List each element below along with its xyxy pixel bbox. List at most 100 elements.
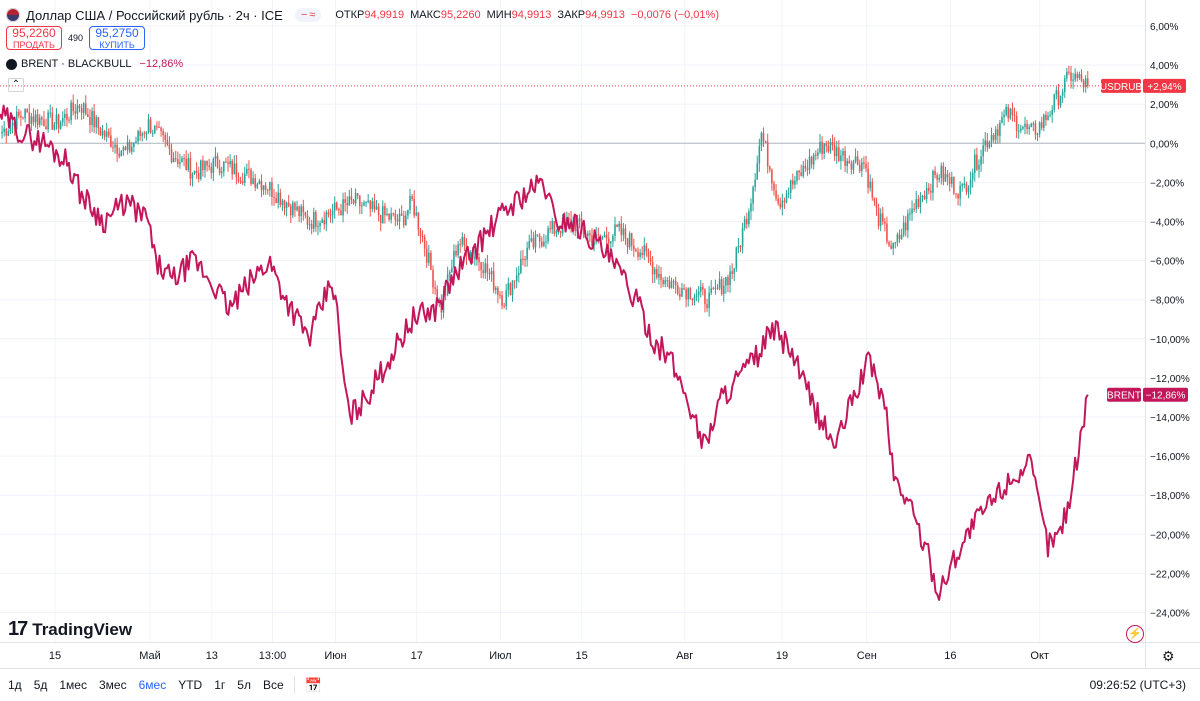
usdrub-candle-body: [350, 196, 353, 200]
usdrub-candle-body: [662, 279, 664, 284]
usdrub-candle-body: [994, 129, 997, 140]
usdrub-candle-body: [1028, 127, 1030, 129]
usdrub-candle-body: [925, 187, 928, 199]
usdrub-candle-body: [743, 218, 746, 228]
lightning-icon[interactable]: ⚡: [1126, 625, 1144, 643]
usdrub-candle-body: [532, 238, 535, 248]
brent-legend[interactable]: BRENT · BLACKBULL −12,86%: [6, 58, 183, 70]
sell-button[interactable]: 95,2260 ПРОДАТЬ: [6, 26, 62, 50]
calendar-icon[interactable]: 📅: [304, 676, 323, 693]
usdrub-candle-body: [233, 163, 236, 175]
usdrub-candle-body: [260, 180, 263, 191]
usdrub-candle-body: [988, 142, 991, 148]
tradingview-logo[interactable]: 17 TradingView: [8, 618, 132, 641]
usdrub-candle-body: [647, 251, 650, 258]
brent-legend-name: BRENT · BLACKBULL: [21, 58, 132, 70]
usdrub-candle-body: [628, 233, 631, 248]
gear-icon[interactable]: ⚙: [1162, 648, 1175, 664]
usdrub-candle-body: [139, 130, 141, 136]
y-tick-label: −6,00%: [1150, 257, 1184, 268]
usdrub-candle-body: [1015, 115, 1018, 132]
ohlc-low-value: 94,9913: [511, 9, 552, 21]
usdrub-candle-body: [11, 122, 14, 126]
usdrub-candle-body: [538, 235, 541, 242]
range-1d[interactable]: 1д: [8, 678, 22, 692]
range-5y[interactable]: 5л: [237, 678, 251, 692]
usdrub-candle-body: [812, 154, 815, 165]
usdrub-candle-body: [773, 183, 775, 191]
usdrub-candle-body: [946, 173, 949, 178]
usdrub-candle-body: [927, 187, 930, 191]
x-tick-label: Авг: [676, 650, 693, 662]
usdrub-candle-body: [879, 213, 882, 226]
usdrub-candle-body: [712, 288, 715, 290]
usdrub-candle-body: [645, 245, 648, 252]
usdrub-candle-body: [693, 296, 696, 301]
y-tick-label: −10,00%: [1150, 335, 1190, 346]
usdrub-candle-body: [97, 117, 100, 129]
symbol-header: Доллар США / Российский рубль · 2ч · ICE…: [6, 6, 719, 24]
usdrub-candle-body: [74, 111, 77, 114]
usdrub-candle-body: [683, 288, 685, 290]
usdrub-candle-body: [911, 208, 913, 214]
usdrub-value-tag-bg: [1143, 78, 1186, 93]
usdrub-candle-body: [444, 294, 447, 296]
usdrub-candle-body: [103, 130, 106, 137]
ohlc-high-value: 95,2260: [440, 9, 481, 21]
chart-area[interactable]: 6,00% 4,00% 2,00% 0,00% −2,00% −4,00% −6,00% −8…: [0, 0, 1200, 668]
usdrub-candle-body: [589, 233, 591, 236]
buy-button[interactable]: 95,2750 КУПИТЬ: [89, 26, 146, 50]
usdrub-candle-body: [118, 153, 121, 157]
clock-time[interactable]: 09:26:52 (UTC+3): [1089, 678, 1186, 692]
collapse-legend-icon[interactable]: ⌃: [8, 78, 24, 92]
x-tick-label: 16: [944, 650, 956, 662]
usdrub-candle-body: [482, 270, 485, 274]
usdrub-candle-body: [484, 263, 487, 274]
usdrub-candle-body: [34, 114, 37, 123]
usdrub-candle-body: [147, 119, 150, 132]
usdrub-candle-body: [365, 202, 367, 204]
indicator-pill[interactable]: − ≈: [294, 8, 322, 22]
usdrub-candle-body: [76, 105, 79, 114]
usdrub-candle-body: [986, 140, 989, 148]
range-5d[interactable]: 5д: [33, 678, 48, 692]
bottom-toolbar: 1д 5д 1мес 3мес 6мес YTD 1г 5л Все 📅 09:…: [0, 668, 1200, 701]
usdrub-candle-body: [953, 176, 955, 194]
range-1m[interactable]: 1мес: [59, 678, 87, 692]
usdrub-candle-body: [804, 165, 807, 169]
range-3m[interactable]: 3мес: [98, 678, 127, 692]
usdrub-candle-body: [605, 234, 608, 239]
usdrub-candle-body: [823, 143, 825, 154]
usdrub-candle-body: [379, 215, 382, 223]
usdrub-candle-body: [398, 213, 401, 222]
usdrub-candle-body: [798, 170, 800, 173]
usdrub-candle-body: [130, 146, 133, 152]
usdrub-candle-body: [656, 268, 658, 278]
usdrub-candle-body: [607, 238, 610, 244]
range-6m[interactable]: 6мес: [138, 678, 167, 692]
buy-price: 95,2750: [95, 26, 139, 40]
symbol-title[interactable]: Доллар США / Российский рубль · 2ч · ICE: [26, 7, 283, 23]
chart-svg[interactable]: 6,00% 4,00% 2,00% 0,00% −2,00% −4,00% −6,00% −8…: [0, 0, 1200, 668]
usd-flag-icon: [6, 8, 20, 22]
usdrub-candle-body: [900, 235, 903, 239]
range-ytd[interactable]: YTD: [178, 678, 203, 692]
usdrub-value-tag: +2,94%: [1147, 82, 1181, 93]
usdrub-candle-body: [963, 183, 966, 185]
usdrub-candle-body: [1020, 128, 1022, 131]
usdrub-candle-body: [390, 213, 392, 220]
usdrub-candle-body: [1059, 95, 1062, 106]
usdrub-candle-body: [126, 142, 129, 150]
usdrub-candle-body: [229, 160, 231, 165]
range-all[interactable]: Все: [262, 678, 284, 692]
usdrub-candle-body: [737, 246, 740, 248]
usdrub-candle-body: [275, 198, 277, 204]
usdrub-candle-body: [524, 258, 526, 260]
usdrub-candle-body: [223, 161, 225, 172]
minus-icon[interactable]: −: [300, 9, 308, 21]
usdrub-candle-body: [158, 127, 160, 129]
usdrub-candle-body: [26, 109, 28, 113]
range-1y[interactable]: 1г: [214, 678, 226, 692]
approx-icon[interactable]: ≈: [309, 9, 316, 21]
usdrub-candle-body: [348, 196, 351, 206]
